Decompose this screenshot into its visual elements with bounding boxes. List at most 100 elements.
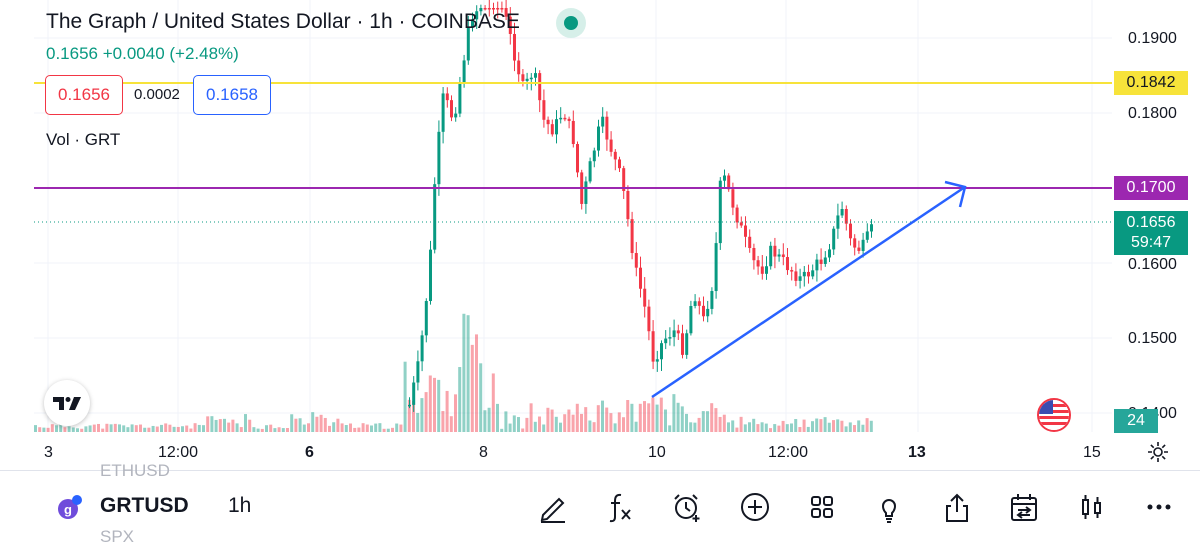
volume-bar [235, 423, 239, 432]
candle-body [437, 131, 441, 185]
volume-bar [239, 427, 243, 432]
candle-body [618, 159, 621, 169]
candle-body [756, 260, 760, 267]
volume-bar [307, 423, 310, 432]
add-icon[interactable] [737, 489, 773, 525]
volume-bar [777, 425, 781, 432]
candle-body [555, 119, 558, 135]
us-flag-icon[interactable] [1037, 398, 1071, 432]
symbol-icon[interactable]: g [56, 494, 84, 522]
buy-button[interactable]: 0.1658 [193, 75, 271, 115]
volume-bar [458, 367, 462, 432]
candle-body [479, 8, 483, 12]
volume-bar [475, 334, 478, 432]
candle-body [466, 27, 470, 61]
volume-bar [202, 425, 205, 432]
settings-gear-icon[interactable] [1146, 440, 1170, 464]
volume-bar [370, 425, 373, 432]
candle-body [823, 257, 827, 264]
volume-bar [588, 420, 592, 432]
volume-bar [265, 425, 268, 432]
volume-bar [542, 424, 546, 432]
volume-bar [764, 423, 768, 432]
candle-body [429, 249, 432, 302]
volume-bar [832, 420, 835, 432]
volume-bar [449, 416, 453, 432]
volume-bar [445, 390, 449, 432]
volume-bar [277, 427, 281, 432]
volume-bar [286, 428, 289, 432]
symbol-name[interactable]: GRTUSD [100, 494, 189, 517]
volume-bar [756, 424, 760, 432]
volume-bar [731, 420, 735, 432]
candle-body [769, 245, 773, 267]
calendar-replay-icon[interactable] [1006, 489, 1042, 525]
volume-bar [554, 416, 558, 432]
volume-legend[interactable]: Vol · GRT [46, 130, 121, 149]
volume-bar [634, 421, 638, 432]
candle-body [420, 335, 424, 362]
candle-body [542, 100, 546, 120]
chart-title[interactable]: The Graph / United States Dollar · 1h · … [46, 10, 520, 33]
volume-bar [319, 414, 323, 432]
volume-bar [626, 400, 630, 432]
layout-grid-icon[interactable] [804, 489, 840, 525]
candle-body [592, 150, 596, 162]
volume-bar [84, 426, 88, 432]
price-tick: 0.1500 [1128, 330, 1177, 347]
candle-countdown: 59:47 [1130, 234, 1172, 251]
volume-bar [869, 420, 873, 432]
volume-bar [441, 411, 445, 432]
volume-bar [336, 418, 340, 432]
volume-bar [323, 417, 327, 432]
candle-body [534, 73, 537, 78]
fx-indicators-icon[interactable] [602, 489, 638, 525]
candle-body [798, 276, 802, 281]
chart-area[interactable]: The Graph / United States Dollar · 1h · … [0, 0, 1200, 470]
volume-bar [819, 419, 823, 432]
candle-body [483, 8, 487, 10]
volume-bar [193, 423, 197, 432]
volume-bar [403, 361, 407, 432]
volume-bar [378, 423, 382, 432]
ideas-lightbulb-icon[interactable] [871, 489, 907, 525]
candle-body [647, 306, 651, 332]
candle-body [828, 249, 831, 258]
volume-bar [118, 424, 121, 432]
volume-bar [344, 425, 348, 432]
volume-bar [815, 418, 819, 432]
scroll-ghost-symbol: ETHUSD [100, 461, 170, 480]
volume-bar [437, 379, 441, 432]
volume-bar [290, 414, 294, 432]
time-tick: 8 [479, 444, 488, 461]
volume-bar [328, 425, 331, 432]
candle-body [605, 116, 609, 140]
volume-bar [727, 422, 730, 432]
volume-bar [55, 425, 58, 432]
share-icon[interactable] [939, 489, 975, 525]
volume-bar [218, 419, 222, 432]
timeframe-button[interactable]: 1h [228, 494, 252, 517]
candle-body [693, 301, 697, 306]
candle-body [714, 243, 718, 292]
sell-button[interactable]: 0.1656 [45, 75, 123, 115]
volume-bar [76, 428, 79, 432]
more-icon[interactable] [1141, 489, 1177, 525]
alert-clock-icon[interactable] [669, 489, 705, 525]
volume-bar [617, 412, 621, 432]
volume-bar [407, 399, 411, 432]
volume-bar [386, 428, 390, 432]
candles-icon[interactable] [1074, 489, 1110, 525]
candle-body [416, 361, 420, 383]
candle-body [529, 77, 533, 80]
tradingview-logo-icon[interactable] [44, 380, 90, 426]
price-chart[interactable] [0, 0, 1200, 470]
volume-bar [655, 404, 659, 432]
candle-body [445, 93, 449, 101]
volume-bar [714, 408, 718, 432]
candle-body [559, 117, 563, 120]
volume-bar [185, 425, 189, 432]
svg-text:g: g [64, 502, 72, 517]
draw-pen-icon[interactable] [535, 489, 571, 525]
volume-bar [109, 424, 113, 432]
